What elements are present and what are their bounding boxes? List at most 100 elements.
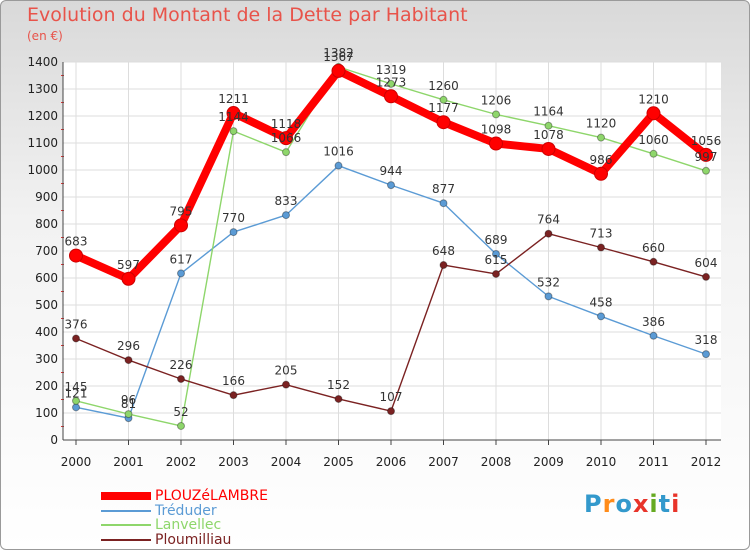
data-point bbox=[124, 410, 133, 419]
data-label: 52 bbox=[173, 405, 188, 419]
data-point bbox=[229, 228, 238, 237]
y-tick-label: 400 bbox=[35, 325, 58, 339]
chart-unit: (en €) bbox=[27, 29, 63, 43]
x-tick-label: 2002 bbox=[166, 455, 197, 469]
data-point bbox=[541, 141, 556, 156]
legend-swatch bbox=[101, 492, 151, 500]
x-tick-label: 2012 bbox=[691, 455, 722, 469]
data-point bbox=[702, 166, 710, 175]
data-point bbox=[69, 248, 83, 263]
data-point bbox=[72, 334, 80, 343]
data-label: 1098 bbox=[481, 123, 512, 137]
data-label: 121 bbox=[65, 386, 88, 400]
data-point bbox=[436, 115, 451, 130]
x-tick-label: 2003 bbox=[218, 455, 249, 469]
data-point bbox=[646, 106, 661, 121]
data-point bbox=[387, 181, 395, 190]
y-tick-label: 800 bbox=[35, 217, 58, 231]
data-point bbox=[649, 257, 658, 266]
y-tick-label: 600 bbox=[35, 271, 58, 285]
logo-letter: o bbox=[615, 490, 633, 518]
x-tick-label: 2011 bbox=[638, 455, 669, 469]
data-label: 226 bbox=[170, 358, 193, 372]
legend-item: PLOUZéLAMBRE bbox=[101, 488, 268, 504]
data-label: 81 bbox=[121, 397, 136, 411]
data-point bbox=[597, 133, 605, 142]
logo-letter: P bbox=[584, 490, 603, 518]
x-tick-label: 2010 bbox=[586, 455, 617, 469]
data-point bbox=[597, 243, 605, 252]
data-label: 1056 bbox=[691, 134, 722, 148]
data-label: 166 bbox=[222, 374, 245, 388]
data-label: 1016 bbox=[323, 145, 354, 159]
y-tick-label: 500 bbox=[35, 298, 58, 312]
legend-item: Tréduder bbox=[101, 503, 217, 519]
x-tick-label: 2009 bbox=[533, 455, 564, 469]
x-tick-label: 2005 bbox=[323, 455, 354, 469]
data-point bbox=[492, 269, 500, 278]
data-label: 1066 bbox=[271, 131, 302, 145]
data-label: 1319 bbox=[376, 63, 407, 77]
data-point bbox=[649, 149, 658, 158]
data-point bbox=[699, 147, 713, 162]
data-label: 532 bbox=[537, 275, 560, 289]
data-label: 107 bbox=[380, 390, 403, 404]
data-label: 683 bbox=[65, 235, 88, 249]
data-label: 152 bbox=[327, 378, 350, 392]
data-point bbox=[544, 292, 553, 301]
data-point bbox=[124, 356, 133, 365]
data-point bbox=[702, 350, 710, 359]
logo-letter: t bbox=[658, 490, 672, 518]
data-label: 458 bbox=[590, 295, 613, 309]
data-label: 944 bbox=[380, 164, 403, 178]
legend-label: Ploumilliau bbox=[155, 532, 232, 548]
data-point bbox=[282, 211, 290, 220]
data-point bbox=[334, 161, 343, 170]
x-tick-label: 2008 bbox=[481, 455, 512, 469]
data-point bbox=[72, 403, 80, 412]
data-point bbox=[177, 374, 185, 383]
data-label: 689 bbox=[485, 233, 508, 247]
data-label: 597 bbox=[117, 258, 140, 272]
legend-swatch bbox=[101, 510, 151, 512]
x-tick-label: 2000 bbox=[61, 455, 92, 469]
data-label: 1078 bbox=[533, 128, 564, 142]
data-label: 1260 bbox=[428, 79, 459, 93]
data-label: 1273 bbox=[376, 75, 407, 89]
data-label: 604 bbox=[695, 256, 718, 270]
data-point bbox=[702, 272, 710, 281]
legend-swatch bbox=[101, 524, 151, 526]
data-label: 296 bbox=[117, 339, 140, 353]
x-tick-label: 2007 bbox=[428, 455, 459, 469]
chart-title: Evolution du Montant de la Dette par Hab… bbox=[27, 4, 468, 26]
data-point bbox=[649, 331, 658, 340]
data-label: 1211 bbox=[218, 92, 249, 106]
x-tick-label: 2001 bbox=[113, 455, 144, 469]
data-label: 1120 bbox=[586, 117, 617, 131]
data-label: 617 bbox=[170, 252, 193, 266]
data-label: 145 bbox=[65, 380, 88, 394]
data-label: 660 bbox=[642, 241, 665, 255]
y-tick-label: 900 bbox=[35, 190, 58, 204]
data-label: 1060 bbox=[638, 133, 669, 147]
data-label: 1144 bbox=[218, 110, 249, 124]
data-point bbox=[174, 218, 188, 233]
data-label: 997 bbox=[695, 150, 718, 164]
data-label: 1118 bbox=[271, 117, 302, 131]
data-label: 648 bbox=[432, 244, 455, 258]
data-point bbox=[121, 271, 136, 286]
data-label: 615 bbox=[485, 253, 508, 267]
y-tick-label: 1200 bbox=[27, 109, 58, 123]
legend-item: Lanvellec bbox=[101, 517, 221, 533]
proxiti-logo: Proxiti bbox=[584, 490, 680, 518]
data-point bbox=[489, 136, 503, 151]
data-label: 877 bbox=[432, 182, 455, 196]
data-point bbox=[594, 166, 608, 181]
y-tick-label: 1000 bbox=[27, 163, 58, 177]
data-label: 764 bbox=[537, 213, 560, 227]
logo-letter: i bbox=[671, 490, 681, 518]
legend-label: Tréduder bbox=[155, 503, 217, 519]
data-label: 386 bbox=[642, 315, 665, 329]
data-point bbox=[439, 199, 448, 208]
data-label: 713 bbox=[590, 226, 613, 240]
